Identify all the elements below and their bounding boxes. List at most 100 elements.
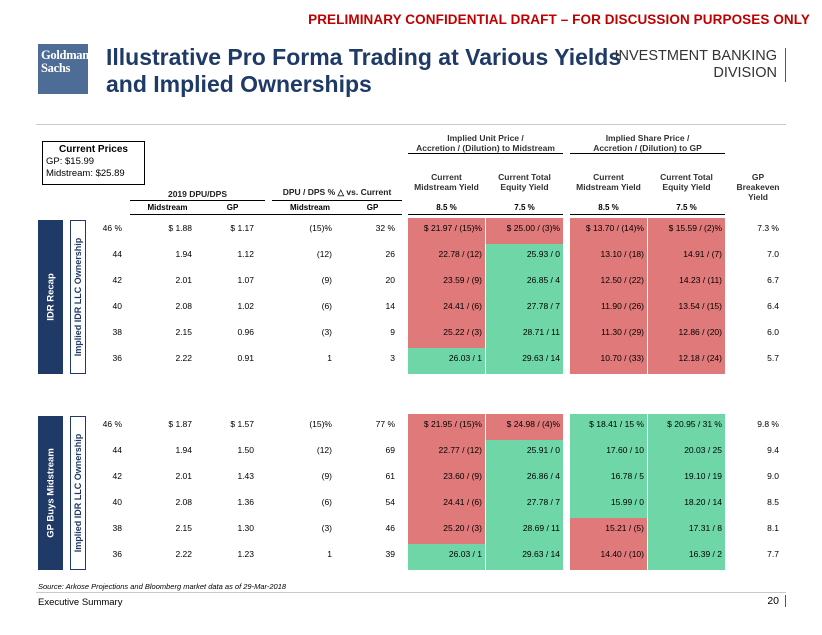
yield-8-5-share: 8.5 % — [598, 203, 619, 212]
dpu-gp-cell: 1.12 — [237, 249, 254, 259]
unit-total-yield-cell: 25.91 / 0 — [486, 440, 563, 466]
unit-midstream-yield-cell: 24.41 / (6) — [408, 296, 485, 322]
dpu-midstream-cell: 2.15 — [175, 327, 192, 337]
change-midstream-cell: 1 — [327, 353, 332, 363]
share-total-yield-cell: 14.91 / (7) — [648, 244, 725, 270]
change-midstream-cell: (3) — [321, 523, 332, 533]
ownership-cell: 42 — [112, 275, 122, 285]
unit-midstream-yield-line-2: Midstream Yield — [414, 182, 479, 192]
dpu-gp-cell: 1.43 — [237, 471, 254, 481]
page-title: Illustrative Pro Forma Trading at Variou… — [106, 44, 626, 98]
dpu-gp-cell: 1.23 — [237, 549, 254, 559]
unit-midstream-yield-cell: 22.77 / (12) — [408, 440, 485, 466]
division-line-1: INVESTMENT BANKING — [614, 48, 777, 64]
dpu-change-header: DPU / DPS % △ vs. Current — [282, 187, 392, 197]
ownership-cell: 36 — [112, 353, 122, 363]
gp-breakeven-line-2: Breakeven — [736, 182, 780, 192]
change-midstream-cell: (6) — [321, 301, 332, 311]
gp-breakeven-cell: 6.0 — [767, 327, 779, 337]
ownership-cell: 40 — [112, 497, 122, 507]
dpu-gp-cell: 1.07 — [237, 275, 254, 285]
page-number: 20 — [767, 595, 786, 607]
share-total-yield-cell: $ 15.59 / (2)% — [648, 218, 725, 244]
implied-share-header: Implied Share Price / Accretion / (Dilut… — [570, 133, 725, 154]
unit-total-yield-cell: 29.63 / 14 — [486, 544, 563, 570]
share-midstream-yield-cell: $ 18.41 / 15 % — [570, 414, 647, 440]
share-total-yield-cell: 12.86 / (20) — [648, 322, 725, 348]
gp-breakeven-cell: 8.1 — [767, 523, 779, 533]
change-midstream-cell: (15)% — [309, 419, 332, 429]
gp-breakeven-cell: 6.4 — [767, 301, 779, 311]
implied-unit-header-line-1: Implied Unit Price / — [447, 133, 524, 143]
gp-breakeven-cell: 7.0 — [767, 249, 779, 259]
dpu-dps-header: 2019 DPU/DPS — [167, 189, 228, 199]
midstream-price: Midstream: $25.89 — [46, 168, 125, 179]
gp-breakeven-cell: 9.0 — [767, 471, 779, 481]
share-total-yield-line-2: Equity Yield — [662, 182, 711, 192]
dpu-midstream-cell: 2.22 — [175, 549, 192, 559]
unit-total-yield-cell: 26.86 / 4 — [486, 466, 563, 492]
dpu-gp-cell: 1.50 — [237, 445, 254, 455]
change-midstream-cell: (9) — [321, 275, 332, 285]
change-gp-cell: 69 — [385, 445, 395, 455]
sub-header-rule-unit — [408, 214, 563, 215]
unit-midstream-yield-cell: 26.03 / 1 — [408, 348, 485, 374]
section-sublabel-ownership-1-text: Implied IDR LLC Ownership — [73, 237, 83, 357]
dpu-midstream-cell: 2.01 — [175, 275, 192, 285]
division-line-2: DIVISION — [713, 65, 777, 81]
footer-section-title: Executive Summary — [38, 597, 123, 608]
unit-total-yield-cell: 29.63 / 14 — [486, 348, 563, 374]
dpu-header-rule — [130, 200, 265, 201]
dpu-midstream-cell: $ 1.88 — [168, 223, 192, 233]
gp-breakeven-cell: 6.7 — [767, 275, 779, 285]
unit-midstream-yield-cell: 22.78 / (12) — [408, 244, 485, 270]
source-note: Source: Arkose Projections and Bloomberg… — [38, 582, 287, 591]
dpu-gp-cell: 1.30 — [237, 523, 254, 533]
unit-midstream-yield-cell: $ 21.97 / (15)% — [408, 218, 485, 244]
change-gp-cell: 32 % — [375, 223, 395, 233]
gp-breakeven-cell: 9.8 % — [757, 419, 779, 429]
implied-share-header-line-1: Implied Share Price / — [605, 133, 690, 143]
unit-total-yield-cell: $ 25.00 / (3)% — [486, 218, 563, 244]
gp-breakeven-line-3: Yield — [748, 192, 768, 202]
unit-total-yield-cell: $ 24.98 / (4)% — [486, 414, 563, 440]
share-midstream-yield-line-1: Current — [593, 172, 624, 182]
unit-midstream-yield-cell: 25.20 / (3) — [408, 518, 485, 544]
ownership-cell: 38 — [112, 327, 122, 337]
gp-breakeven-cell: 5.7 — [767, 353, 779, 363]
dpu-midstream-cell: 2.08 — [175, 497, 192, 507]
gp-breakeven-cell: 7.7 — [767, 549, 779, 559]
current-prices-title: Current Prices — [59, 144, 128, 155]
implied-unit-header: Implied Unit Price / Accretion / (Diluti… — [408, 133, 563, 154]
sub-header-gp-2: GP — [366, 203, 379, 212]
gp-price: GP: $15.99 — [46, 156, 95, 167]
unit-midstream-yield-cell: 24.41 / (6) — [408, 492, 485, 518]
unit-total-yield-cell: 25.93 / 0 — [486, 244, 563, 270]
share-total-yield-line-1: Current Total — [660, 172, 713, 182]
section-label-idr-recap: IDR Recap — [38, 220, 63, 374]
unit-total-yield-cell: 26.85 / 4 — [486, 270, 563, 296]
share-midstream-yield-cell: $ 13.70 / (14)% — [570, 218, 647, 244]
unit-midstream-yield-header: Current Midstream Yield — [408, 172, 485, 192]
unit-total-yield-cell: 28.71 / 11 — [486, 322, 563, 348]
dpu-midstream-cell: 2.01 — [175, 471, 192, 481]
share-total-yield-cell: 14.23 / (11) — [648, 270, 725, 296]
gp-breakeven-cell: 8.5 — [767, 497, 779, 507]
dpu-gp-cell: 0.91 — [237, 353, 254, 363]
unit-total-yield-line-2: Equity Yield — [500, 182, 549, 192]
change-midstream-cell: (6) — [321, 497, 332, 507]
unit-total-yield-header: Current Total Equity Yield — [486, 172, 563, 192]
unit-total-yield-cell: 27.78 / 7 — [486, 492, 563, 518]
dpu-midstream-cell: 2.15 — [175, 523, 192, 533]
implied-unit-header-line-2: Accretion / (Dilution) to Midstream — [416, 143, 555, 153]
share-midstream-yield-cell: 12.50 / (22) — [570, 270, 647, 296]
share-midstream-yield-cell: 15.99 / 0 — [570, 492, 647, 518]
share-midstream-yield-cell: 11.30 / (29) — [570, 322, 647, 348]
ownership-cell: 40 — [112, 301, 122, 311]
dpu-midstream-cell: 2.08 — [175, 301, 192, 311]
unit-midstream-yield-cell: $ 21.95 / (15)% — [408, 414, 485, 440]
section-sublabel-ownership-1: Implied IDR LLC Ownership — [70, 220, 86, 374]
change-gp-cell: 20 — [385, 275, 395, 285]
change-gp-cell: 3 — [390, 353, 395, 363]
dpu-midstream-cell: 1.94 — [175, 445, 192, 455]
